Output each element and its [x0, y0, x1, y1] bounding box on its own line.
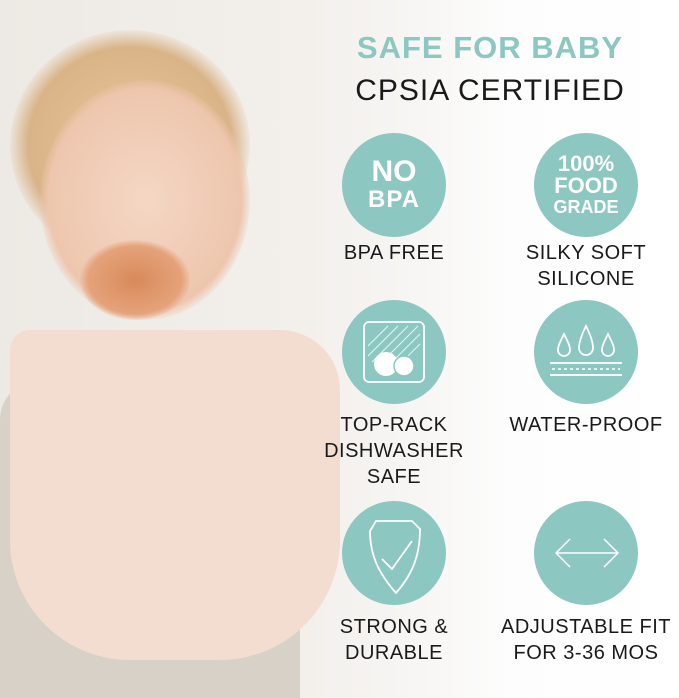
- shield-check-icon: [342, 501, 446, 605]
- label-line: FOR 3-36 MOS: [513, 642, 659, 664]
- badge-text: BPA: [368, 186, 420, 213]
- label-line: SAFE: [366, 466, 422, 488]
- subheadline: CPSIA CERTIFIED: [355, 74, 625, 107]
- label-line: SILKY SOFT: [525, 242, 647, 264]
- double-arrow-icon: [534, 501, 638, 605]
- headline: SAFE FOR BABY: [356, 30, 624, 65]
- feature-label: STRONG & DURABLE: [294, 614, 494, 666]
- label-line: SILICONE: [537, 268, 635, 290]
- badge-text: NO: [371, 155, 417, 188]
- label-line: STRONG &: [339, 616, 449, 638]
- feature-label: TOP-RACK DISHWASHER SAFE: [294, 412, 494, 490]
- label-line: DISHWASHER: [324, 440, 464, 462]
- label-line: BPA FREE: [343, 242, 445, 264]
- label-line: WATER-PROOF: [509, 414, 663, 436]
- food-grade-badge: 100% FOOD GRADE: [534, 133, 638, 237]
- label-line: TOP-RACK: [340, 414, 448, 436]
- feature-label: ADJUSTABLE FIT FOR 3-36 MOS: [476, 614, 679, 666]
- badge-text: FOOD: [554, 173, 618, 198]
- feature-label: SILKY SOFT SILICONE: [486, 240, 679, 292]
- badge-text: GRADE: [553, 197, 619, 217]
- no-bpa-badge: NO BPA: [342, 133, 446, 237]
- dishwasher-icon: [342, 300, 446, 404]
- label-line: DURABLE: [345, 642, 443, 664]
- badge-text: 100%: [557, 151, 615, 176]
- water-drops-icon: [534, 300, 638, 404]
- feature-label: BPA FREE: [294, 240, 494, 266]
- label-line: ADJUSTABLE FIT: [501, 616, 671, 638]
- feature-label: WATER-PROOF: [486, 412, 679, 438]
